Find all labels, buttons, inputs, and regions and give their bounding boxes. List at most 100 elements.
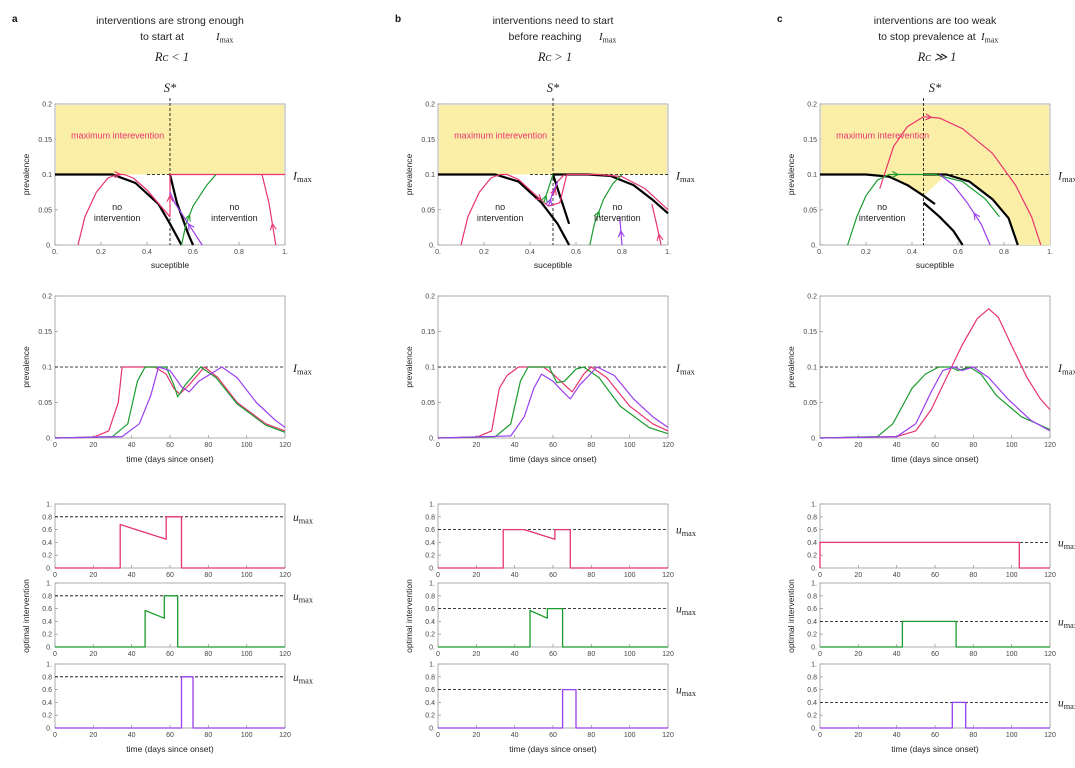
panel-b-timeseries-ytick-label: 0.1	[425, 365, 435, 372]
panel-b-control-umax-label: umax	[676, 604, 697, 618]
panel-a-control-pink-xtick-label: 40	[128, 572, 136, 579]
panel-c-control-pink-ytick-label: 0.4	[807, 540, 817, 547]
panel-a-phase-imax-label: Imax	[292, 169, 313, 185]
panel-c-control-purple-xtick-label: 80	[969, 732, 977, 739]
panel-a-timeseries-ytick-label: 0.15	[38, 329, 52, 336]
panel-c-phase-arrow-pink	[925, 113, 933, 121]
panel-b-control-pink-ytick-label: 0.6	[425, 527, 435, 534]
panel-a-phase-ylabel: prevalence	[21, 153, 31, 195]
panel-a-title-imax: Imax	[215, 31, 233, 44]
panel-c-phase-xtick-label: 1.	[1047, 249, 1053, 256]
panel-b-control-umax-label: umax	[676, 685, 697, 699]
panel-b-control-pink-xtick-label: 20	[472, 572, 480, 579]
panel-b-rc-label: Rᴄ > 1	[537, 50, 572, 64]
panel-a-phase-no-label-1: no	[112, 202, 122, 212]
panel-c-control-pink-ytick-label: 0.8	[807, 514, 817, 521]
panel-a-control-purple-ytick-label: 0.6	[42, 687, 52, 694]
panel-a-control-green-xtick-label: 120	[279, 651, 291, 658]
panel-a-phase-trajectory-green	[180, 174, 217, 246]
panel-b-phase-ytick-label: 0.	[429, 243, 435, 250]
panel-a-timeseries-line-purple	[54, 366, 286, 439]
panel-c-s-star-label: S*	[929, 81, 942, 95]
panel-b-control-green-xtick-label: 20	[472, 651, 480, 658]
panel-a-timeseries-ylabel: prevalence	[21, 346, 31, 388]
panel-c-phase-xlabel: suceptible	[916, 260, 955, 270]
panel-a-control-umax-label: umax	[293, 512, 314, 526]
panel-a-control-green-xtick-label: 60	[166, 651, 174, 658]
panel-c-phase-ylabel: prevalence	[786, 153, 796, 195]
panel-a-phase-ytick-label: 0.2	[42, 102, 52, 109]
panel-b-phase-trajectory-green	[543, 174, 554, 203]
panel-a-control-green-xtick-label: 80	[204, 651, 212, 658]
panel-a-title-line1: interventions are strong enough	[96, 15, 244, 27]
panel-b-phase-xtick-label: 1.	[665, 249, 671, 256]
panel-b-title-line1: interventions need to start	[493, 15, 614, 27]
panel-a-control-purple-ytick-label: 0.2	[42, 713, 52, 720]
panel-b-timeseries-ytick-label: 0.	[429, 436, 435, 443]
panel-b-control-green-xtick-label: 0	[436, 651, 440, 658]
panel-a-timeseries-line-green	[54, 366, 286, 439]
panel-b-title-imax: Imax	[598, 31, 616, 44]
panel-c-phase-ytick-label: 0.05	[803, 207, 817, 214]
panel-b-control-purple-ytick-label: 1.	[429, 662, 435, 669]
panel-a-phase-xtick-label: 1.	[282, 249, 288, 256]
panel-a-timeseries-ytick-label: 0.1	[42, 365, 52, 372]
panel-c-control-pink-xtick-label: 80	[969, 572, 977, 579]
panel-c-phase-arrow-purple	[973, 212, 981, 221]
panel-c-control-pink-xtick-label: 60	[931, 572, 939, 579]
panel-c-timeseries-ytick-label: 0.15	[803, 329, 817, 336]
panel-b-control-pink-ytick-label: 0.8	[425, 514, 435, 521]
panel-b-control-pink-ytick-label: 0.2	[425, 553, 435, 560]
panel-b-control-pink-ytick-label: 0.4	[425, 540, 435, 547]
panel-a-control-pink-ytick-label: 0.4	[42, 540, 52, 547]
panel-c-control-pink-ytick-label: 0.	[811, 566, 817, 573]
panel-b-phase-max-label: maximum interevention	[454, 131, 547, 141]
panel-a-control-pink-ytick-label: 0.2	[42, 553, 52, 560]
panel-b-timeseries-xtick-label: 60	[549, 442, 557, 449]
panel-c-control-purple-frame	[819, 663, 1051, 729]
panel-c-control-pink-ytick-label: 0.6	[807, 527, 817, 534]
panel-a-control-green-ytick-label: 1.	[46, 581, 52, 588]
panel-c-timeseries-ytick-label: 0.	[811, 436, 817, 443]
panel-c-phase-trajectory-pink	[879, 116, 1042, 246]
panel-b-control-purple-frame	[437, 663, 669, 729]
panel-b-letter: b	[395, 14, 401, 25]
panel-c-phase-xtick-label: 0.8	[999, 249, 1009, 256]
panel-c-control-purple-xtick-label: 20	[854, 732, 862, 739]
panel-c-control-purple-xtick-label: 100	[1006, 732, 1018, 739]
panel-b-timeseries-ytick-label: 0.2	[425, 294, 435, 301]
panel-b-control-green-xtick-label: 60	[549, 651, 557, 658]
panel-b-control-green-ytick-label: 0.8	[425, 593, 435, 600]
panel-a-control-green-xtick-label: 20	[89, 651, 97, 658]
panel-a-control-green-xtick-label: 0	[53, 651, 57, 658]
panel-a-control-purple-frame	[54, 663, 286, 729]
panel-b-timeseries-ytick-label: 0.05	[421, 400, 435, 407]
panel-a-phase-trajectory-pink	[261, 174, 277, 246]
panel-b-control-line-purple	[438, 688, 668, 729]
panel-c-control-umax-label: umax	[1058, 697, 1075, 711]
panel-b-control-green-xtick-label: 40	[511, 651, 519, 658]
panel-b-timeseries-xtick-label: 40	[511, 442, 519, 449]
panel-a-timeseries-imax-label: Imax	[292, 361, 313, 377]
panel-a-control-green-ytick-label: 0.	[46, 645, 52, 652]
panel-c-control-purple-ytick-label: 0.	[811, 726, 817, 733]
panel-c-control-pink-xtick-label: 40	[893, 572, 901, 579]
panel-a-control-green-ytick-label: 0.6	[42, 606, 52, 613]
panel-a-phase-ytick-label: 0.	[46, 243, 52, 250]
panel-c-phase-no-label-1: no	[877, 202, 887, 212]
panel-b-control-purple-xtick-label: 0	[436, 732, 440, 739]
panel-c-control-green-xtick-label: 100	[1006, 651, 1018, 658]
panel-a-title-line2: to start at	[140, 31, 184, 43]
panel-c-phase-xtick-label: 0.6	[953, 249, 963, 256]
panel-c-control-green-ytick-label: 1.	[811, 581, 817, 588]
panel-a-phase-no-label-2: intervention	[94, 213, 141, 223]
panel-b-control-purple-ytick-label: 0.	[429, 726, 435, 733]
panel-a-control-pink-ytick-label: 0.6	[42, 527, 52, 534]
panel-c-control-xlabel: time (days since onset)	[891, 744, 979, 754]
panel-b-phase-ylabel: prevalence	[404, 153, 414, 195]
panel-a-phase-ytick-label: 0.15	[38, 137, 52, 144]
panel-a-control-green-ytick-label: 0.4	[42, 619, 52, 626]
panel-c-control-green-ytick-label: 0.6	[807, 606, 817, 613]
panel-c-phase-ytick-label: 0.15	[803, 137, 817, 144]
panel-c-timeseries-ytick-label: 0.2	[807, 294, 817, 301]
